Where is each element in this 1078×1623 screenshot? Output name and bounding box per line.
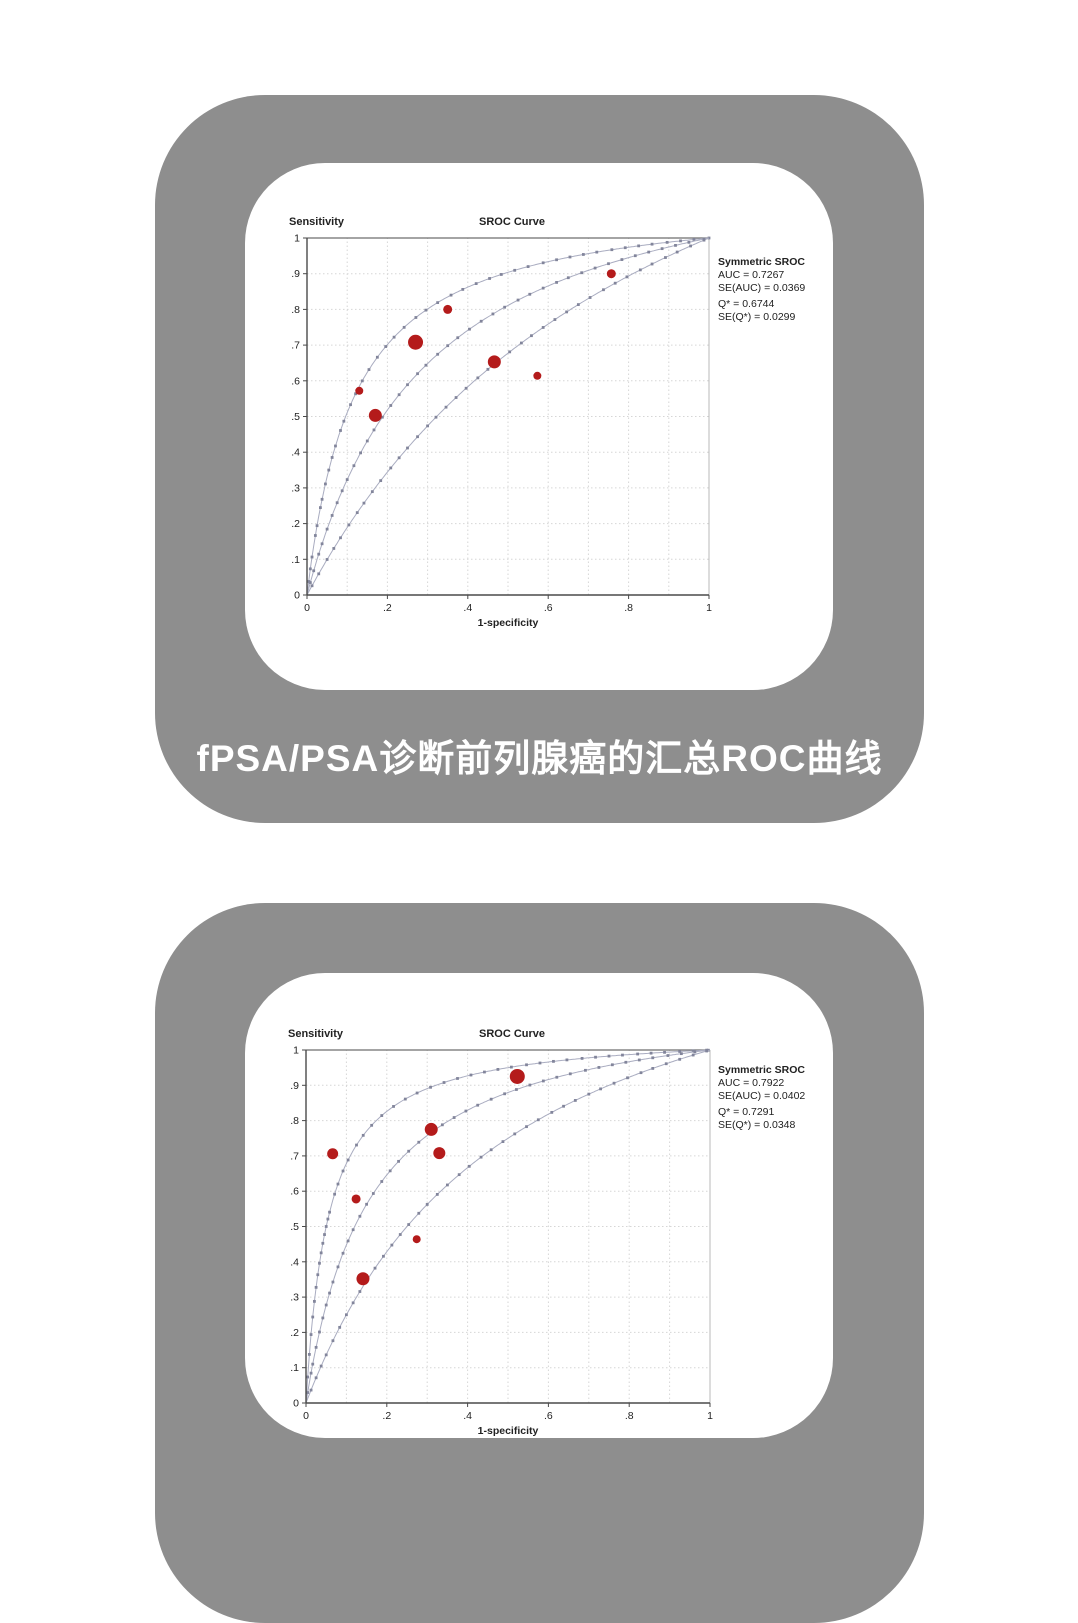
study-point [433, 1147, 446, 1160]
svg-text:.7: .7 [290, 1150, 299, 1162]
study-point [443, 304, 453, 314]
study-point [487, 355, 501, 369]
svg-text:.1: .1 [290, 1362, 299, 1374]
svg-text:.4: .4 [463, 602, 472, 614]
svg-text:.4: .4 [291, 447, 300, 459]
grid-lines [306, 1050, 710, 1403]
x-axis-title: 1-specificity [478, 617, 539, 629]
top-panel: 0 .1 .2 .3 .4 .5 .6 .7 .8 .9 1 0 .2 .4 .6 .8 1 Sensitivit… [155, 95, 924, 823]
legend-line: SE(AUC) = 0.0369 [718, 282, 805, 294]
svg-text:.8: .8 [625, 1410, 634, 1422]
study-point [356, 1272, 370, 1286]
svg-text:.6: .6 [544, 1410, 553, 1422]
svg-text:.4: .4 [290, 1256, 299, 1268]
legend-line: SE(AUC) = 0.0402 [718, 1090, 805, 1102]
legend-line: SE(Q*) = 0.0299 [718, 311, 795, 323]
study-point [424, 1122, 438, 1136]
x-axis-title: 1-specificity [478, 1425, 539, 1437]
study-point [408, 334, 424, 350]
study-points [355, 269, 616, 422]
svg-text:.8: .8 [624, 602, 633, 614]
chart-card-2: 0 .1 .2 .3 .4 .5 .6 .7 .8 .9 1 0 .2 .4 .6 .8 1 Sensitivit… [245, 973, 833, 1438]
sroc-chart-1: 0 .1 .2 .3 .4 .5 .6 .7 .8 .9 1 0 .2 .4 .6 .8 1 Sensitivit… [289, 216, 805, 629]
svg-text:1: 1 [707, 1410, 713, 1422]
svg-text:.8: .8 [290, 1115, 299, 1127]
legend-line: Q* = 0.7291 [718, 1106, 774, 1118]
study-point [351, 1194, 361, 1204]
study-point [509, 1068, 525, 1084]
confidence-band-lower [306, 237, 710, 596]
svg-text:.7: .7 [291, 340, 300, 352]
study-point [412, 1235, 421, 1244]
tick-labels: 0 .1 .2 .3 .4 .5 .6 .7 .8 .9 1 0 .2 .4 .6 .8 1 [291, 233, 712, 615]
chart-title: SROC Curve [479, 1028, 545, 1040]
confidence-band-upper [305, 1048, 711, 1404]
study-point [533, 371, 542, 380]
sroc-chart-2: 0 .1 .2 .3 .4 .5 .6 .7 .8 .9 1 0 .2 .4 .6 .8 1 Sensitivit… [288, 1028, 805, 1437]
svg-text:.8: .8 [291, 304, 300, 316]
study-point [327, 1148, 339, 1160]
legend-title: Symmetric SROC [718, 256, 805, 268]
svg-text:1: 1 [294, 233, 300, 245]
svg-text:.3: .3 [291, 482, 300, 494]
tick-labels: 0 .1 .2 .3 .4 .5 .6 .7 .8 .9 1 0 .2 .4 .6 .8 1 [290, 1045, 713, 1423]
sroc-curve [305, 1048, 711, 1404]
legend-line: AUC = 0.7922 [718, 1077, 784, 1089]
study-point [606, 269, 616, 279]
svg-text:0: 0 [294, 590, 300, 602]
bottom-panel: 0 .1 .2 .3 .4 .5 .6 .7 .8 .9 1 0 .2 .4 .6 .8 1 Sensitivit… [155, 903, 924, 1623]
legend-line: Q* = 0.6744 [718, 298, 774, 310]
svg-text:1: 1 [706, 602, 712, 614]
svg-text:.3: .3 [290, 1292, 299, 1304]
legend-line: SE(Q*) = 0.0348 [718, 1119, 795, 1131]
svg-text:.6: .6 [544, 602, 553, 614]
confidence-band-lower [305, 1049, 711, 1404]
page: 0 .1 .2 .3 .4 .5 .6 .7 .8 .9 1 0 .2 .4 .6 .8 1 Sensitivit… [155, 95, 924, 1623]
svg-text:.5: .5 [291, 411, 300, 423]
chart-card-1: 0 .1 .2 .3 .4 .5 .6 .7 .8 .9 1 0 .2 .4 .6 .8 1 Sensitivit… [245, 163, 833, 690]
svg-text:0: 0 [293, 1398, 299, 1410]
legend-line: AUC = 0.7267 [718, 269, 784, 281]
caption-title: fPSA/PSA诊断前列腺癌的汇总ROC曲线 [196, 738, 883, 779]
svg-text:0: 0 [303, 1410, 309, 1422]
svg-text:0: 0 [304, 602, 310, 614]
svg-text:.4: .4 [463, 1410, 472, 1422]
svg-text:.9: .9 [291, 268, 300, 280]
svg-text:.6: .6 [290, 1186, 299, 1198]
svg-text:.5: .5 [290, 1221, 299, 1233]
svg-text:.2: .2 [291, 518, 300, 530]
study-point [368, 408, 382, 422]
svg-text:.9: .9 [290, 1080, 299, 1092]
svg-text:.1: .1 [291, 554, 300, 566]
svg-text:.6: .6 [291, 375, 300, 387]
svg-text:.2: .2 [383, 602, 392, 614]
study-points [327, 1068, 525, 1286]
study-point [355, 386, 364, 395]
y-axis-title: Sensitivity [289, 216, 345, 228]
chart-title: SROC Curve [479, 216, 545, 228]
svg-text:.2: .2 [290, 1327, 299, 1339]
svg-text:1: 1 [293, 1045, 299, 1057]
sroc-curve [306, 237, 710, 596]
y-axis-title: Sensitivity [288, 1028, 344, 1040]
grid-lines [307, 238, 709, 595]
legend-title: Symmetric SROC [718, 1064, 805, 1076]
svg-text:.2: .2 [382, 1410, 391, 1422]
confidence-band-upper [306, 236, 711, 596]
